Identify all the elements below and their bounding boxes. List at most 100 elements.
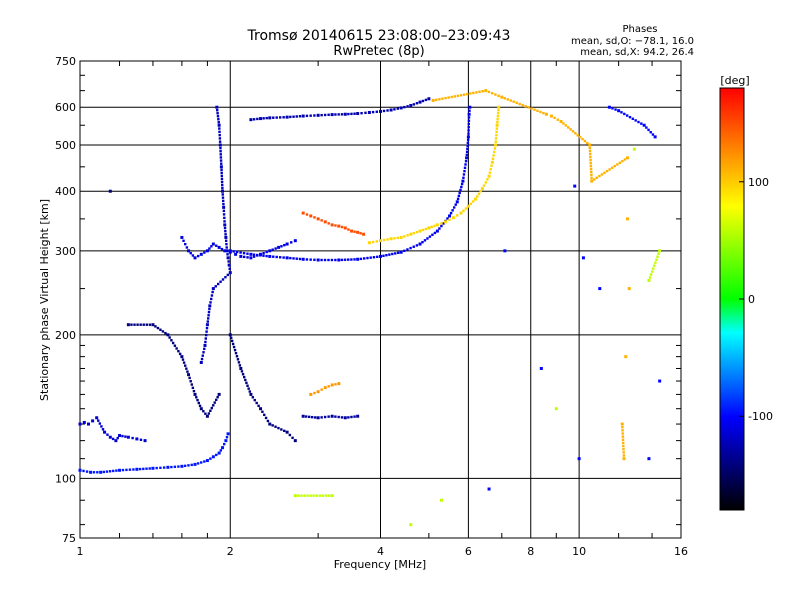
data-point [424, 98, 428, 102]
data-point [456, 214, 459, 217]
data-point [465, 92, 469, 96]
data-point [115, 469, 118, 472]
data-point [590, 176, 593, 180]
data-point [494, 93, 497, 96]
data-point [431, 98, 435, 102]
data-point [236, 358, 240, 361]
data-point [252, 118, 256, 121]
data-point [190, 383, 193, 386]
data-point [242, 255, 246, 259]
data-point [462, 173, 466, 176]
data-point [621, 441, 625, 445]
data-point [256, 117, 259, 121]
data-point [309, 114, 312, 117]
data-point [467, 116, 471, 119]
data-point [301, 257, 305, 261]
data-point [386, 109, 389, 112]
data-point [232, 250, 235, 253]
data-point [231, 342, 235, 346]
data-point [313, 258, 316, 262]
data-point [244, 378, 247, 382]
data-point [578, 135, 582, 139]
data-point [433, 231, 437, 235]
data-point [297, 494, 300, 497]
data-point [627, 287, 631, 291]
y-tick-label: 75 [62, 532, 76, 545]
data-point [207, 310, 211, 314]
data-point [337, 415, 340, 419]
data-point [221, 278, 225, 281]
data-point [460, 182, 464, 186]
data-point [367, 241, 371, 245]
data-point [151, 323, 155, 327]
data-point [415, 102, 419, 105]
data-point [199, 407, 203, 411]
data-point [195, 396, 198, 399]
data-point [603, 171, 606, 174]
data-point [488, 171, 492, 174]
colorbar-tick-label: 100 [748, 176, 769, 189]
data-point [188, 376, 191, 380]
data-point [469, 202, 472, 206]
data-point [466, 135, 470, 139]
data-point [234, 351, 238, 355]
data-point [573, 184, 577, 188]
data-point [586, 141, 589, 145]
data-point [106, 433, 109, 436]
data-point [360, 111, 363, 115]
data-point [173, 344, 177, 347]
data-point [512, 100, 515, 103]
data-point [298, 257, 302, 261]
data-point [466, 138, 470, 142]
stats-o-line: mean, sd,O: −78.1, 16.0 [571, 36, 694, 47]
data-point [442, 222, 445, 225]
data-point [595, 176, 599, 179]
data-point [347, 258, 350, 261]
data-point [382, 109, 386, 113]
y-tick-labels: 75 100 200 300 400 500 600 750 [55, 55, 76, 545]
data-point [393, 108, 396, 111]
data-point [484, 181, 487, 184]
data-point [166, 465, 170, 469]
data-point [138, 467, 142, 471]
data-point [171, 341, 175, 345]
data-point [386, 238, 389, 241]
data-point [265, 254, 268, 258]
colorbar-ticks: 100 0 -100 [739, 176, 773, 423]
data-point [323, 415, 327, 419]
data-point [316, 258, 320, 262]
data-point [249, 252, 253, 256]
data-point [259, 117, 263, 121]
data-point [207, 314, 210, 317]
data-point [268, 116, 272, 120]
data-point [323, 220, 327, 224]
data-point [224, 439, 228, 443]
data-point [139, 438, 143, 441]
data-point [539, 110, 542, 114]
data-point [497, 109, 500, 112]
data-point [184, 364, 187, 367]
data-point [449, 211, 453, 215]
data-point [220, 247, 224, 251]
data-point [145, 467, 148, 470]
data-point [459, 188, 462, 192]
data-point [622, 454, 626, 457]
data-point [206, 320, 210, 323]
data-point [472, 91, 475, 95]
data-point [451, 209, 454, 212]
data-point [463, 166, 467, 169]
data-point [576, 134, 579, 137]
data-point [202, 410, 205, 413]
data-point [197, 401, 200, 405]
data-point [200, 357, 204, 361]
data-point [252, 255, 256, 258]
data-point [210, 294, 214, 297]
data-point [655, 258, 658, 261]
data-point [412, 103, 416, 106]
data-point [248, 390, 251, 393]
data-point [583, 139, 587, 143]
data-point [406, 105, 409, 108]
data-point [290, 241, 293, 244]
data-point [200, 461, 203, 464]
data-point [209, 409, 212, 412]
